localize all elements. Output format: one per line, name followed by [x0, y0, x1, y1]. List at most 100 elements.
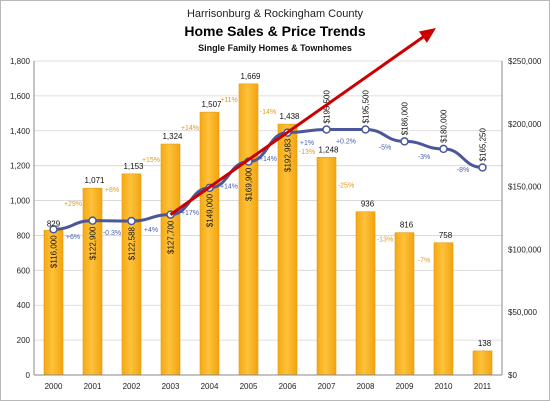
price-line-series [49, 125, 487, 234]
price-point [400, 137, 409, 146]
chart-supertitle: Harrisonburg & Rockingham County [187, 8, 364, 20]
bar [238, 83, 259, 376]
bar [199, 111, 220, 376]
y-right-tick-label: $150,000 [508, 183, 542, 192]
price-value-label: $149,000 [206, 193, 215, 227]
chart-subtitle: Single Family Homes & Townhomes [198, 43, 352, 53]
price-value-label: $122,900 [89, 226, 98, 260]
price-change-label: +0.2% [336, 138, 356, 145]
bar-value-label: 1,324 [162, 132, 183, 141]
bar-value-label: 758 [439, 231, 453, 240]
bar [433, 242, 454, 376]
bar-change-label: -13% [299, 149, 315, 156]
price-point [49, 225, 58, 234]
y-right-tick-label: $50,000 [508, 308, 537, 317]
price-value-label: $122,588 [128, 226, 137, 260]
bar-value-label: 1,669 [240, 72, 261, 81]
bar-value-label: 1,507 [201, 100, 222, 109]
bar-change-label: -13% [377, 237, 393, 244]
bar [82, 187, 103, 376]
price-change-label: +14% [220, 184, 238, 191]
price-value-label: $116,000 [50, 235, 59, 268]
trend-arrow [169, 28, 436, 216]
price-point [478, 163, 487, 172]
trend-arrow-shaft [169, 33, 427, 216]
price-point [439, 144, 448, 154]
x-tick-label: 2005 [240, 382, 258, 391]
bar-change-label: +15% [142, 157, 160, 164]
x-tick-label: 2011 [474, 382, 492, 391]
y-left-tick-label: 600 [17, 266, 31, 275]
bar-change-label: +14% [181, 125, 199, 132]
price-value-label: $180,000 [440, 109, 449, 143]
price-change-label: +6% [66, 234, 80, 241]
x-tick-label: 2007 [318, 382, 336, 391]
bar-value-label: 936 [361, 200, 375, 209]
gridlines [34, 60, 502, 341]
price-point [88, 216, 97, 225]
price-change-label: +14% [259, 156, 277, 163]
bar-value-label: 1,071 [84, 176, 105, 185]
x-tick-label: 2008 [357, 382, 375, 391]
x-tick-label: 2003 [162, 382, 180, 391]
x-tick-label: 2000 [45, 382, 63, 391]
bar [160, 143, 181, 376]
y-left-tick-label: 800 [17, 231, 31, 240]
price-point [322, 125, 331, 134]
y-left-tick-label: 400 [17, 301, 31, 310]
bar-value-label: 1,248 [318, 145, 339, 154]
bar-change-label: -7% [418, 258, 430, 265]
bar [121, 173, 142, 376]
price-value-label: $195,500 [362, 90, 371, 124]
y-left-tick-label: 1,400 [10, 127, 31, 136]
y-left-tick-label: 1,600 [10, 92, 31, 101]
x-tick-label: 2010 [435, 382, 453, 391]
bar [355, 211, 376, 376]
y-right-tick-label: $250,000 [508, 57, 542, 66]
y-right-tick-label: $200,000 [508, 120, 542, 129]
price-change-label: +1% [300, 140, 314, 147]
price-change-label: -5% [379, 144, 391, 151]
price-change-label: -0.3% [103, 230, 121, 237]
bar-change-label: -14% [260, 109, 276, 116]
bar-series [43, 83, 493, 376]
price-point [127, 216, 136, 226]
x-tick-label: 2006 [279, 382, 297, 391]
bar-value-label: 1,153 [123, 162, 144, 171]
bar-value-label: 1,438 [279, 112, 300, 121]
bar-change-label: +8% [105, 187, 119, 194]
trend-arrow-head [418, 28, 436, 43]
y-left-tick-label: 1,200 [10, 162, 31, 171]
bar-change-label: +29% [64, 201, 82, 208]
price-change-label: -8% [457, 167, 469, 174]
price-value-label: $195,500 [323, 90, 332, 124]
bar [316, 156, 337, 376]
price-change-label: +4% [144, 227, 158, 234]
price-value-label: $127,700 [167, 220, 176, 254]
y-left-tick-label: 1,000 [10, 197, 31, 206]
price-change-label: -3% [418, 154, 430, 161]
bar-value-label: 829 [47, 219, 61, 228]
price-point [361, 125, 370, 134]
y-right-tick-label: $0 [508, 371, 517, 380]
price-value-label: $169,900 [245, 167, 254, 201]
price-change-label: +17% [181, 210, 199, 217]
y-left-tick-label: 200 [17, 336, 31, 345]
axes: 0 200 400 600 800 1,000 1,200 1,400 1,600 1,800 $0… [10, 57, 542, 391]
y-left-tick-label: 1,800 [10, 57, 31, 66]
price-value-label: $192,983 [284, 138, 293, 172]
bar-change-label: +11% [220, 97, 238, 104]
data-labels: 829 1,071 +29% 1,153 +8% 1,324 +15% 1,507 +14% 1,… [47, 72, 492, 348]
y-right-tick-label: $100,000 [508, 245, 542, 254]
bar-value-label: 816 [400, 221, 414, 230]
x-tick-label: 2001 [84, 382, 102, 391]
x-tick-label: 2009 [396, 382, 414, 391]
bar-change-label: -25% [338, 182, 354, 189]
price-value-label: $186,000 [401, 101, 410, 135]
y-left-tick-label: 0 [26, 371, 31, 380]
bar [394, 232, 415, 376]
x-tick-label: 2002 [123, 382, 141, 391]
bar [472, 350, 493, 376]
bar-value-label: 138 [478, 339, 492, 348]
